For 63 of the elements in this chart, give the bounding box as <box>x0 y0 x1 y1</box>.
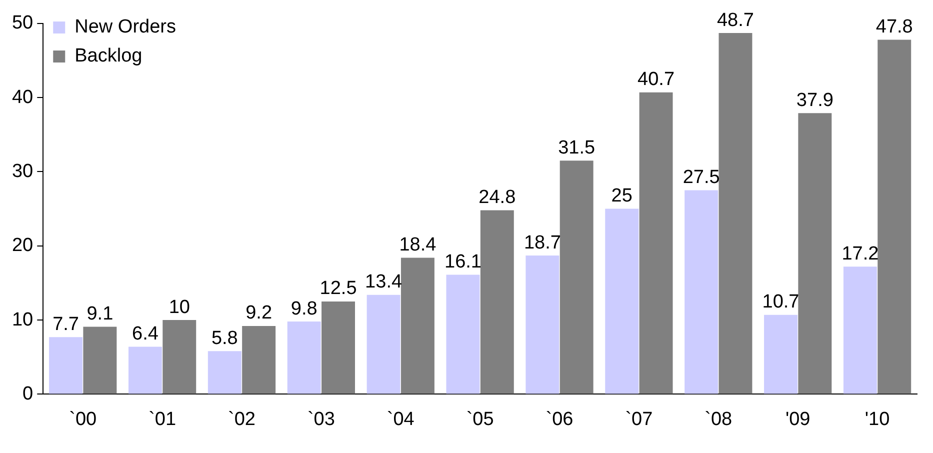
bar <box>322 302 355 394</box>
data-label: 18.7 <box>524 232 561 254</box>
data-label: 6.4 <box>132 323 159 344</box>
data-label: 10 <box>168 296 190 318</box>
data-label: 9.1 <box>86 303 114 324</box>
data-label: 17.2 <box>842 243 879 264</box>
bar <box>605 208 639 394</box>
x-tick-label: `00 <box>69 408 97 430</box>
data-label: 7.7 <box>52 314 79 335</box>
x-tick-label: `07 <box>625 408 653 430</box>
y-tick-label: 20 <box>12 235 34 256</box>
bar <box>878 40 912 394</box>
data-label: 10.7 <box>762 292 800 313</box>
legend-label: Backlog <box>74 46 142 67</box>
data-label: 12.5 <box>320 278 357 300</box>
x-tick-label: `02 <box>228 408 256 430</box>
x-tick-label: `08 <box>704 408 732 430</box>
bar <box>526 256 560 394</box>
data-label: 40.7 <box>638 69 675 90</box>
y-tick-label: 10 <box>12 309 34 330</box>
bar <box>718 33 752 394</box>
data-label: 9.8 <box>290 298 318 320</box>
data-label: 16.1 <box>444 252 482 273</box>
x-tick-label: '09 <box>785 408 810 430</box>
bar <box>208 351 242 394</box>
data-label: 37.9 <box>796 90 834 111</box>
x-tick-label: `04 <box>386 408 415 430</box>
data-label: 47.8 <box>876 16 913 38</box>
data-label: 48.7 <box>716 10 754 31</box>
data-label: 25 <box>611 186 632 207</box>
y-tick-label: 30 <box>12 160 34 182</box>
x-tick-label: `01 <box>148 408 176 430</box>
bar <box>560 160 594 394</box>
data-label: 27.5 <box>682 166 720 188</box>
bar <box>287 322 321 394</box>
bar <box>684 190 718 394</box>
bar <box>366 294 400 394</box>
x-tick-label: `05 <box>466 408 494 430</box>
bar <box>49 337 83 394</box>
x-tick-label: `03 <box>307 408 335 430</box>
bar <box>400 258 434 394</box>
data-label: 13.4 <box>365 272 402 293</box>
x-tick-label: `06 <box>546 408 574 430</box>
y-tick-label: 50 <box>12 12 34 34</box>
bar <box>242 326 276 394</box>
bar <box>798 113 832 394</box>
data-label: 9.2 <box>246 302 272 324</box>
bar <box>162 320 196 394</box>
bar <box>83 326 117 394</box>
y-tick-label: 40 <box>12 86 34 108</box>
bar <box>446 274 480 394</box>
data-label: 24.8 <box>478 187 516 208</box>
bar <box>128 346 162 394</box>
data-label: 5.8 <box>211 328 238 349</box>
bar <box>639 92 673 394</box>
data-label: 31.5 <box>558 137 596 158</box>
legend-label: New Orders <box>74 16 176 38</box>
bar <box>480 210 514 394</box>
y-tick-label: 0 <box>22 383 34 404</box>
data-label: 18.4 <box>399 234 437 256</box>
bar <box>764 314 798 394</box>
x-tick-label: '10 <box>864 408 890 430</box>
bar <box>843 266 877 394</box>
